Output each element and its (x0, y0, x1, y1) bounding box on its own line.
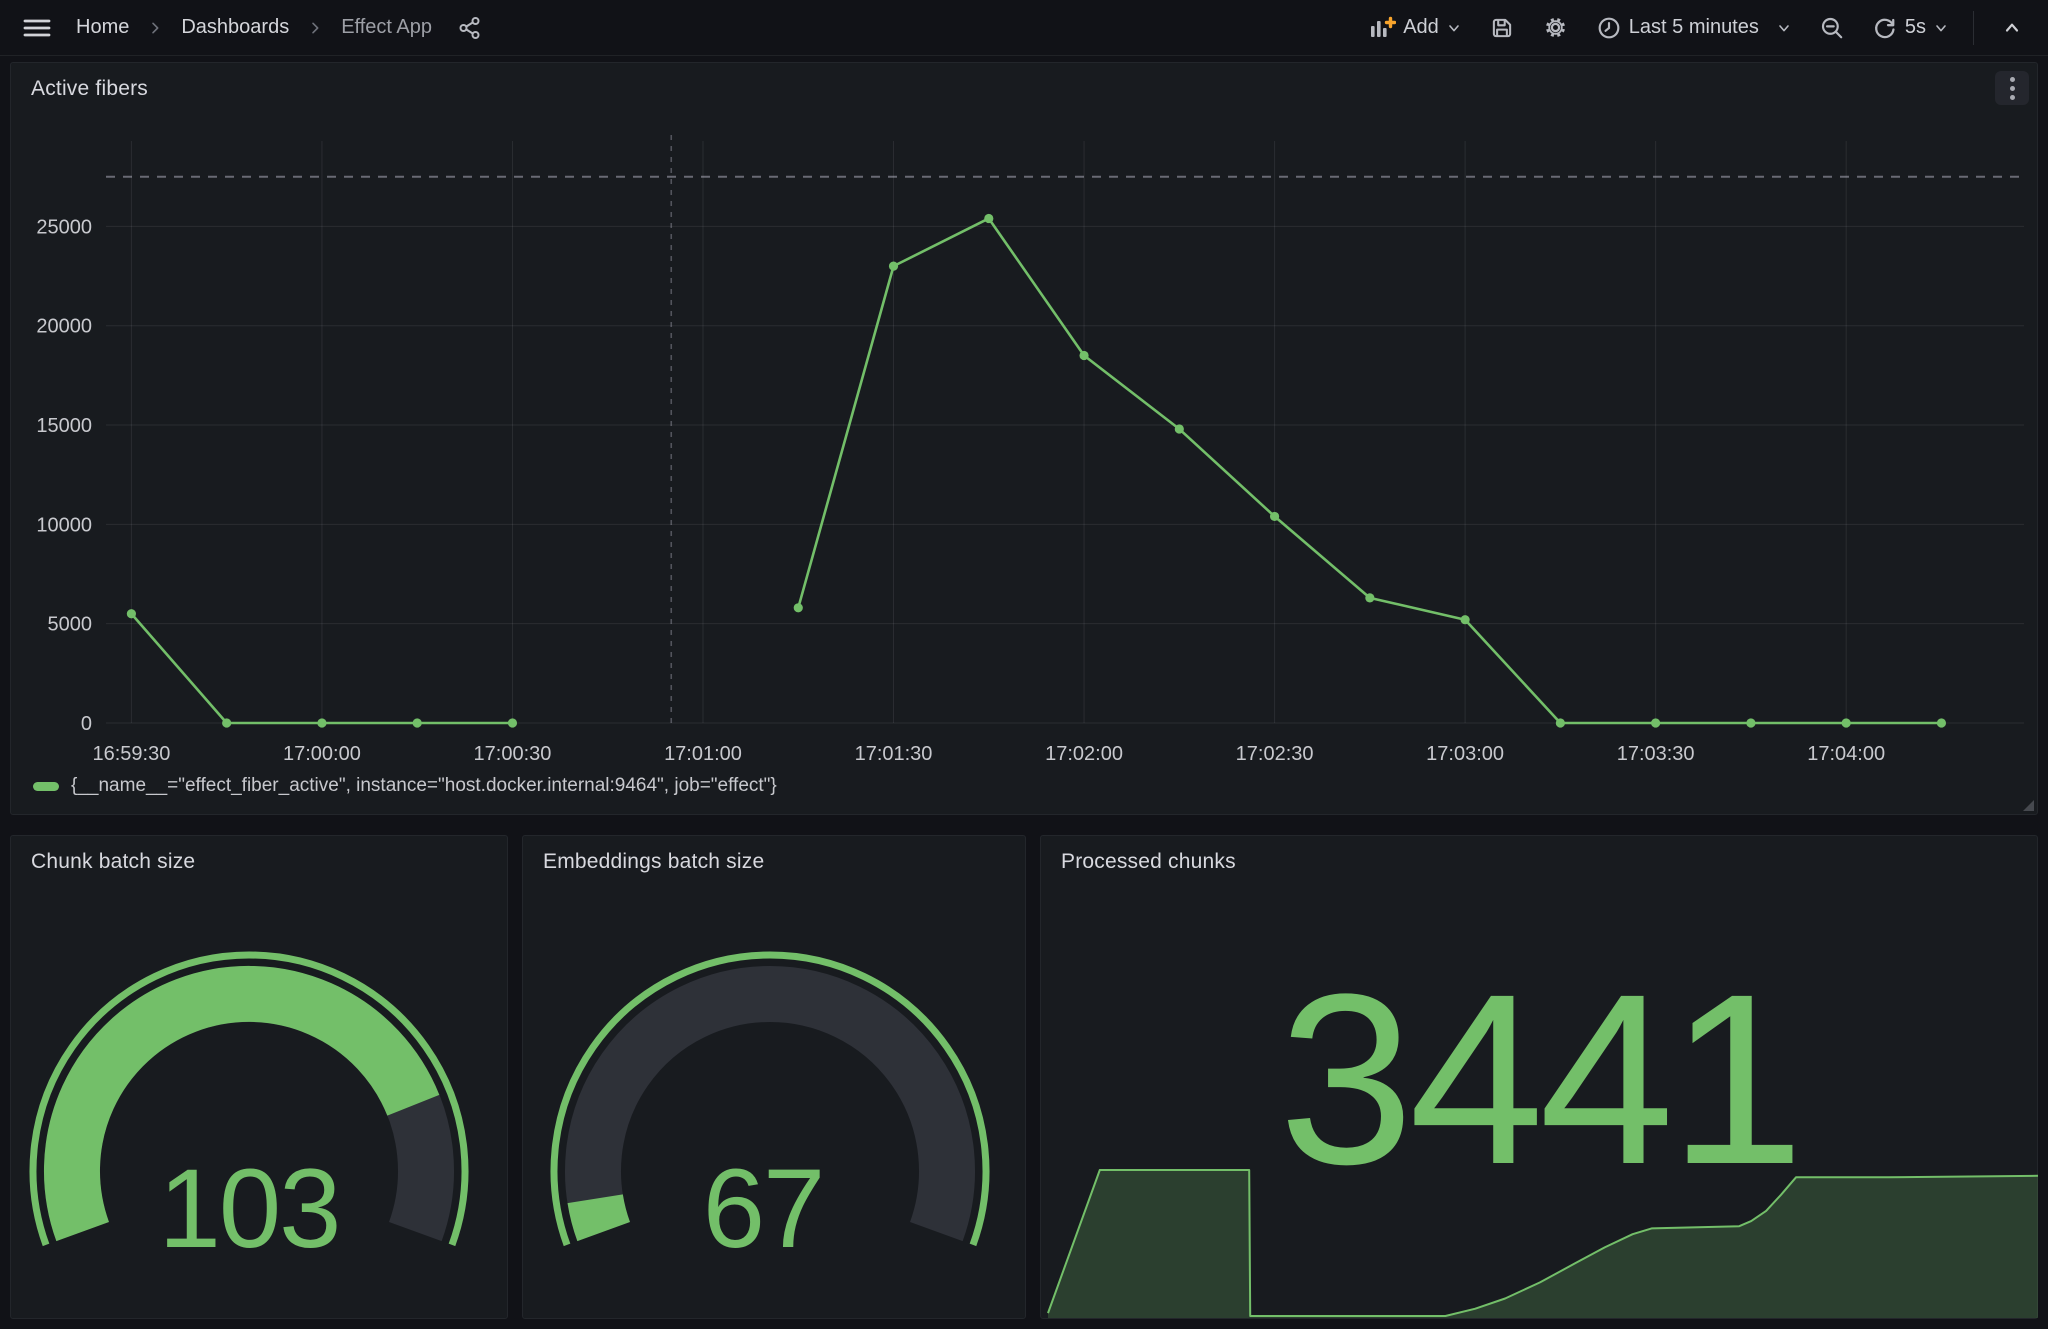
svg-text:5000: 5000 (48, 614, 93, 636)
svg-text:17:02:30: 17:02:30 (1236, 743, 1314, 765)
panel-embeddings-batch-size: Embeddings batch size 67 (522, 835, 1026, 1319)
chart-legend: {__name__="effect_fiber_active", instanc… (33, 775, 777, 797)
save-dashboard-button[interactable] (1482, 8, 1522, 48)
timeseries-chart[interactable]: 0 5000 10000 15000 20000 25000 16:59:30 17:00:0… (11, 133, 2039, 769)
chevron-right-icon (147, 20, 163, 36)
nav-divider (1973, 10, 1974, 45)
refresh-controls[interactable]: 5s (1866, 11, 1955, 45)
breadcrumb-current-page: Effect App (341, 16, 433, 38)
svg-text:16:59:30: 16:59:30 (92, 743, 170, 765)
refresh-interval-label: 5s (1904, 16, 1926, 38)
svg-text:17:03:00: 17:03:00 (1426, 743, 1504, 765)
breadcrumb-dashboards[interactable]: Dashboards (181, 16, 290, 38)
share-dashboard-button[interactable] (450, 8, 490, 48)
top-nav: Home Dashboards Effect App (0, 0, 2048, 56)
panel-title[interactable]: Active fibers (31, 77, 148, 100)
kebab-icon (2009, 76, 2015, 82)
chevron-right-icon (307, 20, 323, 36)
legend-series-label[interactable]: {__name__="effect_fiber_active", instanc… (71, 775, 777, 796)
svg-text:17:04:00: 17:04:00 (1807, 743, 1885, 765)
gauge-value: 103 (158, 1146, 342, 1271)
gauge-value: 67 (702, 1146, 826, 1271)
menu-toggle-button[interactable] (16, 8, 58, 48)
chevron-down-icon (1446, 20, 1462, 36)
collapse-nav-button[interactable] (1992, 8, 2032, 48)
panel-menu-button[interactable] (1995, 71, 2029, 105)
svg-text:17:02:00: 17:02:00 (1045, 743, 1123, 765)
dashboard-settings-button[interactable] (1536, 8, 1576, 48)
panel-title[interactable]: Processed chunks (1061, 850, 1236, 873)
breadcrumb-home[interactable]: Home (76, 16, 130, 38)
hamburger-icon (22, 16, 52, 40)
chevron-up-icon (2002, 18, 2022, 38)
zoom-out-icon (1819, 15, 1845, 41)
gauge-chart[interactable] (11, 836, 509, 1320)
refresh-icon (1872, 15, 1898, 41)
add-panel-button[interactable]: Add (1363, 12, 1468, 44)
panel-resize-handle[interactable] (2023, 800, 2034, 811)
svg-text:25000: 25000 (36, 216, 92, 238)
time-range-picker[interactable]: Last 5 minutes (1590, 11, 1798, 45)
svg-text:0: 0 (81, 713, 92, 735)
panel-chunk-batch-size: Chunk batch size 103 (10, 835, 508, 1319)
add-panel-icon (1369, 16, 1397, 40)
time-range-label: Last 5 minutes (1628, 16, 1759, 38)
gear-icon (1542, 14, 1569, 41)
svg-text:17:01:30: 17:01:30 (855, 743, 933, 765)
chevron-down-icon (1776, 20, 1792, 36)
svg-text:20000: 20000 (36, 316, 92, 338)
share-icon (458, 16, 482, 40)
chevron-down-icon (1933, 20, 1949, 36)
svg-text:15000: 15000 (36, 415, 92, 437)
gauge-chart[interactable] (523, 836, 1027, 1320)
svg-text:17:00:30: 17:00:30 (474, 743, 552, 765)
panel-title[interactable]: Embeddings batch size (543, 850, 765, 873)
panel-processed-chunks: Processed chunks 3441 (1040, 835, 2038, 1319)
svg-text:17:00:00: 17:00:00 (283, 743, 361, 765)
save-icon (1489, 15, 1515, 41)
add-button-label: Add (1403, 16, 1439, 38)
zoom-out-time-button[interactable] (1812, 8, 1852, 48)
panel-active-fibers: Active fibers 0 5000 10000 15000 20000 25000 1… (10, 62, 2038, 815)
legend-series-swatch[interactable] (33, 781, 59, 791)
svg-text:17:03:30: 17:03:30 (1617, 743, 1695, 765)
svg-text:10000: 10000 (36, 514, 92, 536)
clock-icon (1596, 15, 1622, 41)
stat-value: 3441 (1278, 944, 1805, 1215)
panel-title[interactable]: Chunk batch size (31, 850, 196, 873)
stat-sparkline (1047, 1169, 2038, 1318)
svg-text:17:01:00: 17:01:00 (664, 743, 742, 765)
